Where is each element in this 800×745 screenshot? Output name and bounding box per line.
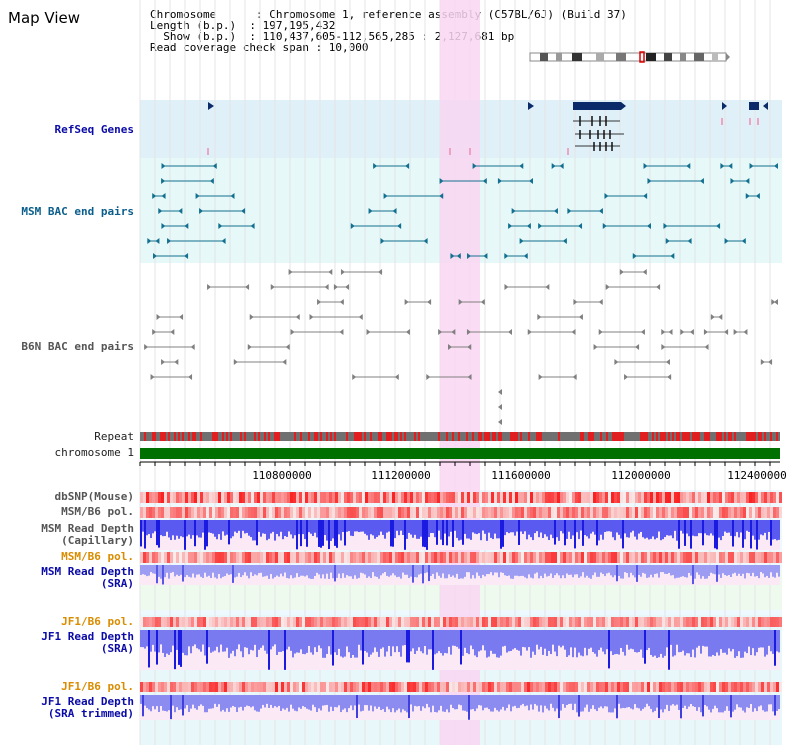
axis-tick-label: 111600000 xyxy=(491,469,551,482)
track-label-msm-depth-cap-sub: (Capillary) xyxy=(61,534,134,547)
chromosome-ideogram[interactable] xyxy=(529,51,730,63)
track-label-b6n-bac[interactable]: B6N BAC end pairs xyxy=(21,340,134,353)
track-label-jf1-depth[interactable]: JF1 Read Depth xyxy=(41,630,134,643)
track-label-refseq[interactable]: RefSeq Genes xyxy=(54,123,134,136)
polymorphism-heat-tracks[interactable] xyxy=(140,492,782,692)
track-label-msm-depth-sra[interactable]: MSM Read Depth xyxy=(41,565,134,578)
chromosome-info: Chromosome : Chromosome 1, reference ass… xyxy=(150,9,627,53)
track-label-msm-b6-pol-2[interactable]: MSM/B6 pol. xyxy=(61,550,134,563)
coordinate-axis: 110800000 111200000 111600000 112000000 … xyxy=(139,461,787,482)
page-title: Map View xyxy=(8,9,81,27)
info-line-4: Read coverage check span : 10,000 xyxy=(150,41,369,54)
chromosome-bar[interactable] xyxy=(140,448,780,459)
b6n-bac-end-pairs[interactable] xyxy=(144,269,778,425)
track-label-msm-depth-cap[interactable]: MSM Read Depth xyxy=(41,522,134,535)
axis-tick-label: 110800000 xyxy=(252,469,312,482)
track-label-jf1-depth-trim-sub: (SRA trimmed) xyxy=(47,707,134,720)
track-label-jf1-b6-pol[interactable]: JF1/B6 pol. xyxy=(61,615,134,628)
track-label-jf1-b6-pol-2[interactable]: JF1/B6 pol. xyxy=(61,680,134,693)
read-depth-tracks[interactable] xyxy=(140,520,780,720)
axis-tick-label: 112000000 xyxy=(611,469,671,482)
track-label-dbsnp[interactable]: dbSNP(Mouse) xyxy=(54,490,134,503)
repeat-track[interactable] xyxy=(140,432,780,441)
track-label-chromosome[interactable]: chromosome 1 xyxy=(54,446,134,459)
track-label-jf1-depth-trim[interactable]: JF1 Read Depth xyxy=(41,695,134,708)
axis-tick-label: 112400000 xyxy=(727,469,787,482)
refseq-genes[interactable] xyxy=(207,102,768,155)
track-label-msm-b6-pol[interactable]: MSM/B6 pol. xyxy=(61,505,134,518)
track-label-msm-bac[interactable]: MSM BAC end pairs xyxy=(21,205,134,218)
track-label-msm-depth-sra-sub: (SRA) xyxy=(100,577,134,590)
track-label-repeat[interactable]: Repeat xyxy=(94,430,134,443)
msm-bac-end-pairs[interactable] xyxy=(147,163,778,259)
track-label-jf1-depth-sub: (SRA) xyxy=(100,642,134,655)
axis-tick-label: 111200000 xyxy=(371,469,431,482)
